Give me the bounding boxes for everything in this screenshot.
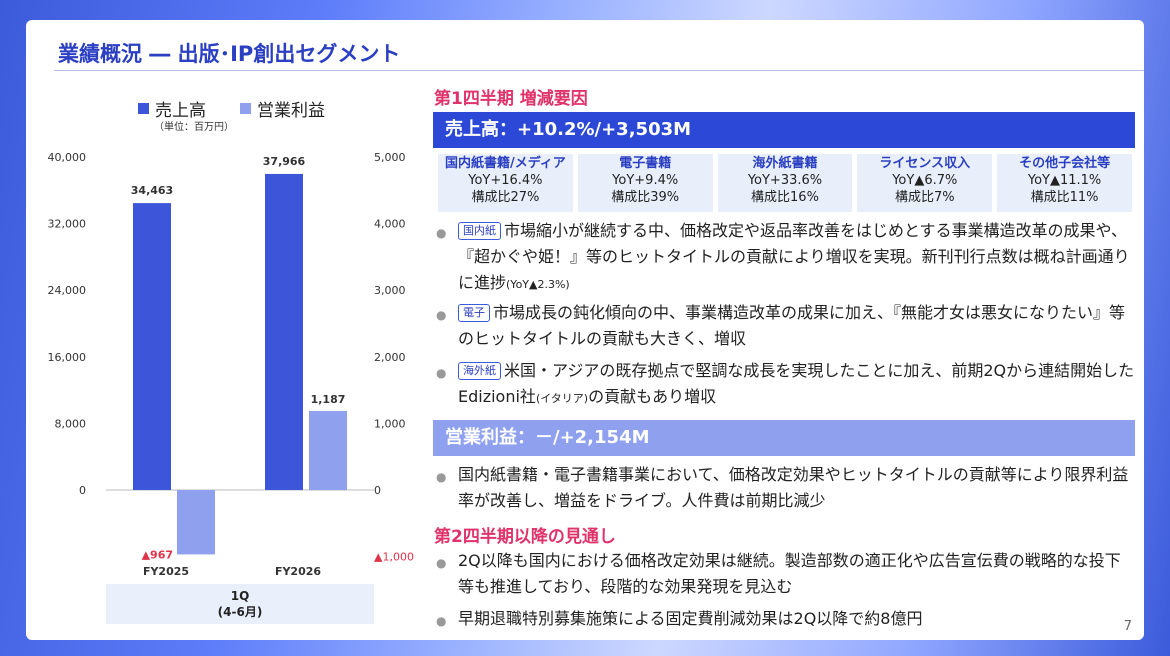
left-tick-label: 40,000 bbox=[48, 151, 87, 164]
bullet-dot: ● bbox=[436, 556, 447, 570]
breakdown-col-license: ライセンス収入 YoY▲6.7% 構成比7% bbox=[857, 154, 993, 212]
breakdown-name: 国内紙書籍/メディア bbox=[444, 156, 566, 171]
breakdown-name: その他子会社等 bbox=[1019, 156, 1111, 171]
breakdown-share: 構成比27% bbox=[471, 190, 540, 205]
revenue-bar bbox=[133, 203, 171, 490]
q1-heading: 第1四半期 増減要因 bbox=[434, 89, 588, 109]
revenue-data-label: 34,463 bbox=[131, 184, 173, 197]
profit-data-label: ▲967 bbox=[142, 548, 173, 561]
bullet-text: 早期退職特別募集施策による固定費削減効果は2Q以降で約8億円 bbox=[458, 609, 923, 628]
right-tick-label: 5,000 bbox=[374, 151, 406, 164]
bullet-dot: ● bbox=[436, 470, 447, 484]
legend-swatch-revenue bbox=[138, 103, 149, 114]
left-tick-label: 24,000 bbox=[48, 284, 87, 297]
right-tick-label: 4,000 bbox=[374, 218, 406, 231]
profit-bar bbox=[177, 490, 215, 555]
left-tick-label: 16,000 bbox=[48, 351, 87, 364]
revenue-bar bbox=[265, 173, 303, 490]
breakdown-yoy: YoY+33.6% bbox=[747, 173, 823, 188]
bullet-outlook-1: ● 2Q以降も国内における価格改定効果は継続。製造部数の適正化や広告宣伝費の戦略… bbox=[436, 548, 1136, 600]
bullet-domestic: ● 国内紙 市場縮小が継続する中、価格改定や返品率改善をはじめとする事業構造改革の… bbox=[436, 218, 1136, 298]
breakdown-yoy: YoY+16.4% bbox=[468, 173, 543, 188]
profit-bar bbox=[309, 410, 347, 490]
legend-label-revenue: 売上高 bbox=[155, 101, 206, 121]
tag-ebook: 電子 bbox=[458, 304, 490, 322]
breakdown-name: 電子書籍 bbox=[619, 156, 672, 171]
breakdown-col-domestic: 国内紙書籍/メディア YoY+16.4% 構成比27% bbox=[438, 154, 573, 212]
right-tick-label: ▲1,000 bbox=[374, 551, 414, 564]
breakdown-yoy: YoY▲6.7% bbox=[892, 173, 958, 188]
bullet-overseas: ● 海外紙 米国・アジアの既存拠点で堅調な成長を実現したことに加え、前期2Qから連… bbox=[436, 358, 1136, 412]
page-number: 7 bbox=[1123, 619, 1132, 634]
breakdown-col-overseas: 海外紙書籍 YoY+33.6% 構成比16% bbox=[717, 154, 853, 212]
left-tick-label: 0 bbox=[79, 484, 86, 497]
bullet-text: 米国・アジアの既存拠点で堅調な成長を実現したことに加え、前期2Qから連結開始した… bbox=[458, 361, 1135, 406]
breakdown-share: 構成比11% bbox=[1030, 190, 1099, 205]
bullet-note: (イタリア) bbox=[535, 392, 589, 405]
title-divider bbox=[54, 70, 1144, 71]
right-tick-label: 1,000 bbox=[374, 417, 406, 430]
breakdown-share: 構成比7% bbox=[894, 190, 955, 205]
bullet-dot: ● bbox=[436, 614, 447, 628]
revenue-breakdown: 国内紙書籍/メディア YoY+16.4% 構成比27% 電子書籍 YoY+9.4… bbox=[438, 154, 1132, 212]
left-tick-label: 32,000 bbox=[48, 218, 87, 231]
legend-profit: 営業利益 bbox=[240, 96, 325, 121]
bullet-profit: ● 国内紙書籍・電子書籍事業において、価格改定効果やヒットタイトルの貢献等により… bbox=[436, 462, 1136, 514]
breakdown-yoy: YoY▲11.1% bbox=[1027, 173, 1102, 188]
revenue-band: 売上高：+10.2%/+3,503M bbox=[433, 112, 1135, 148]
bullet-ebook: ● 電子 市場成長の鈍化傾向の中、事業構造改革の成果に加え、『無能才女は悪女になり… bbox=[436, 300, 1136, 352]
revenue-data-label: 37,966 bbox=[263, 155, 306, 168]
category-label: FY2026 bbox=[275, 565, 321, 578]
slide: 業績概況 ― 出版･IP創出セグメント 売上高 営業利益 （単位：百万円） 0 8… bbox=[26, 20, 1144, 640]
legend-revenue: 売上高 bbox=[138, 96, 206, 121]
bar-chart: 0 8,000 16,000 24,000 32,000 40,000 ▲1,000 0 1,0… bbox=[48, 151, 414, 578]
right-tick-label: 2,000 bbox=[374, 351, 406, 364]
right-tick-label: 0 bbox=[374, 484, 381, 497]
outlook-heading: 第2四半期以降の見通し bbox=[434, 527, 616, 547]
breakdown-yoy: YoY+9.4% bbox=[612, 173, 679, 188]
group-sublabel: (4-6月) bbox=[217, 605, 263, 619]
slide-title: 業績概況 ― 出版･IP創出セグメント bbox=[58, 42, 401, 66]
unit-note: （単位：百万円） bbox=[154, 122, 234, 133]
breakdown-name: 海外紙書籍 bbox=[752, 156, 818, 171]
bullet-dot: ● bbox=[436, 366, 447, 380]
bullet-outlook-2: ● 早期退職特別募集施策による固定費削減効果は2Q以降で約8億円 bbox=[436, 606, 1136, 632]
legend-label-profit: 営業利益 bbox=[257, 101, 325, 121]
left-tick-label: 8,000 bbox=[55, 417, 87, 430]
breakdown-col-other: その他子会社等 YoY▲11.1% 構成比11% bbox=[997, 154, 1132, 212]
category-label: FY2025 bbox=[143, 565, 189, 578]
profit-band: 営業利益：－/+2,154M bbox=[433, 420, 1135, 456]
bullet-text: 国内紙書籍・電子書籍事業において、価格改定効果やヒットタイトルの貢献等により限界… bbox=[458, 465, 1129, 510]
bullet-note: (YoY▲2.3%) bbox=[506, 278, 570, 291]
profit-data-label: 1,187 bbox=[311, 393, 346, 406]
category-group-box: 1Q (4-6月) bbox=[106, 584, 374, 624]
bullet-text: 市場成長の鈍化傾向の中、事業構造改革の成果に加え、『無能才女は悪女になりたい』等… bbox=[458, 303, 1126, 348]
tag-domestic: 国内紙 bbox=[458, 222, 501, 240]
group-label: 1Q bbox=[230, 589, 250, 603]
bullet-dot: ● bbox=[436, 226, 447, 240]
breakdown-share: 構成比16% bbox=[751, 190, 819, 205]
bullet-text: 市場縮小が継続する中、価格改定や返品率改善をはじめとする事業構造改革の成果や、『… bbox=[458, 221, 1130, 292]
breakdown-share: 構成比39% bbox=[611, 190, 680, 205]
right-tick-label: 3,000 bbox=[374, 284, 406, 297]
breakdown-name: ライセンス収入 bbox=[879, 156, 971, 171]
tag-overseas: 海外紙 bbox=[458, 362, 501, 380]
bullet-text-end: の貢献もあり増収 bbox=[588, 387, 717, 406]
bullet-dot: ● bbox=[436, 308, 447, 322]
legend-swatch-profit bbox=[240, 103, 251, 114]
bullet-text: 2Q以降も国内における価格改定効果は継続。製造部数の適正化や広告宣伝費の戦略的な… bbox=[458, 551, 1121, 596]
breakdown-col-ebook: 電子書籍 YoY+9.4% 構成比39% bbox=[577, 154, 713, 212]
